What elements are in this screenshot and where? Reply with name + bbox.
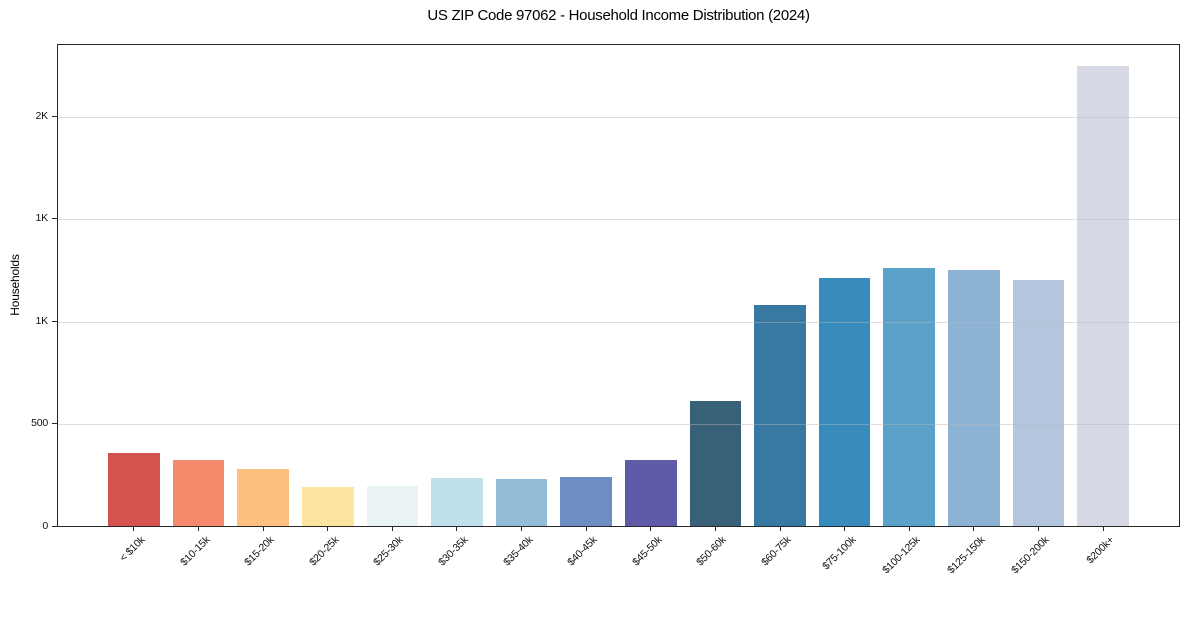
gridline xyxy=(58,424,1179,426)
x-tick-mark xyxy=(456,527,458,531)
bar-35-40k xyxy=(495,478,548,526)
y-tick-mark xyxy=(52,320,57,322)
bar-15-20k xyxy=(237,468,289,526)
y-tick-mark xyxy=(52,218,57,220)
bar-150-200k xyxy=(1012,279,1065,526)
y-tick-mark xyxy=(52,526,57,527)
y-axis-label: Households xyxy=(8,254,22,316)
x-tick-mark xyxy=(650,527,652,531)
bar-10-15k xyxy=(172,460,225,526)
bar-40-45k xyxy=(560,476,613,526)
bar-20-25k xyxy=(301,487,354,526)
x-tick-mark xyxy=(585,527,587,531)
x-tick-mark xyxy=(262,527,264,531)
bar-60-75k xyxy=(754,304,806,526)
x-tick-mark xyxy=(327,527,329,531)
x-tick-mark xyxy=(908,527,910,531)
bar-50-60k xyxy=(689,400,742,526)
bar-10k xyxy=(108,453,160,526)
bar-75-100k xyxy=(818,277,871,526)
x-tick-mark xyxy=(779,527,781,531)
x-tick-mark xyxy=(133,527,135,531)
y-tick-label: 2K xyxy=(35,109,49,122)
x-tick-mark xyxy=(1102,527,1104,531)
bar-125-150k xyxy=(948,269,1000,526)
y-tick-label: 1K xyxy=(35,314,49,327)
x-tick-mark xyxy=(391,527,393,531)
x-tick-mark xyxy=(1037,527,1039,531)
x-tick-mark xyxy=(198,527,199,531)
x-tick-mark xyxy=(973,527,975,531)
bar-45-50k xyxy=(624,459,677,526)
x-tick-mark xyxy=(521,527,523,531)
bar-100-125k xyxy=(883,267,936,526)
y-tick-label: 500 xyxy=(31,417,48,430)
bar-25-30k xyxy=(366,486,419,526)
y-tick-label: 1K xyxy=(35,212,49,225)
y-tick-mark xyxy=(52,115,57,117)
bar-30-35k xyxy=(431,477,483,526)
plot-area xyxy=(57,44,1180,527)
gridline xyxy=(58,219,1179,221)
y-tick-mark xyxy=(52,423,57,425)
x-tick-mark xyxy=(844,527,846,531)
gridline xyxy=(58,116,1179,118)
gridline xyxy=(58,321,1179,323)
x-tick-mark xyxy=(714,527,716,531)
y-tick-label: 0 xyxy=(42,520,48,532)
chart-title: US ZIP Code 97062 - Household Income Dis… xyxy=(427,7,810,24)
bar-200k xyxy=(1077,65,1129,526)
figure: US ZIP Code 97062 - Household Income Dis… xyxy=(8,7,1180,577)
